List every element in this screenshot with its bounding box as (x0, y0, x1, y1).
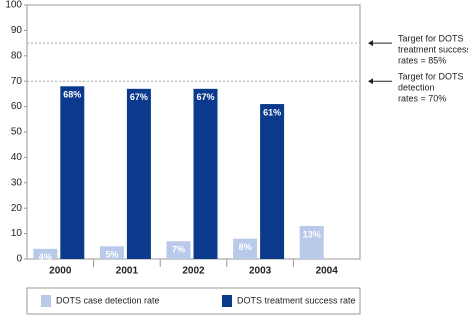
value-label: 67% (130, 92, 148, 102)
x-tick-label: 2001 (116, 266, 139, 277)
y-tick-label: 70 (11, 76, 23, 87)
bar (299, 225, 324, 259)
bar (166, 241, 191, 259)
x-tick-label: 2003 (249, 266, 272, 277)
y-tick-label: 40 (11, 152, 23, 163)
bar (193, 88, 218, 259)
x-tick-label: 2004 (316, 266, 339, 277)
value-label: 67% (196, 92, 214, 102)
y-tick-label: 20 (11, 203, 23, 214)
value-label: 4% (39, 252, 52, 262)
y-tick-label: 100 (5, 0, 22, 11)
legend-swatch (41, 295, 51, 307)
value-label: 7% (172, 245, 185, 255)
y-tick-label: 60 (11, 101, 23, 112)
bar (33, 248, 58, 259)
y-tick-label: 90 (11, 25, 23, 36)
y-tick-label: 10 (11, 228, 23, 239)
legend-frame (26, 287, 361, 315)
bar (99, 246, 124, 259)
value-label: 13% (303, 229, 321, 239)
y-tick-label: 50 (11, 127, 23, 138)
x-tick-label: 2002 (182, 266, 205, 277)
target-label: Target for DOTS (398, 72, 464, 82)
y-tick-label: 80 (11, 50, 23, 61)
y-tick-label: 30 (11, 177, 23, 188)
bar (126, 88, 151, 259)
x-tick-label: 2000 (49, 266, 72, 277)
target-label: Target for DOTS (398, 33, 464, 43)
bar (260, 104, 285, 259)
legend-swatch (222, 295, 232, 307)
target-label: treatment success (398, 44, 468, 54)
legend-label: DOTS case detection rate (56, 295, 160, 305)
value-label: 8% (239, 242, 252, 252)
target-label: rates = 85% (398, 55, 446, 65)
target-label: rates = 70% (398, 94, 446, 104)
bar (60, 86, 85, 259)
value-label: 68% (63, 90, 81, 100)
bar (233, 238, 258, 259)
y-tick-label: 0 (16, 254, 22, 265)
legend-label: DOTS treatment success rate (237, 295, 356, 305)
arrow-head (368, 40, 373, 47)
value-label: 61% (263, 107, 281, 117)
value-label: 5% (105, 250, 118, 260)
arrow-head (368, 78, 373, 85)
target-label: detection (398, 83, 435, 93)
